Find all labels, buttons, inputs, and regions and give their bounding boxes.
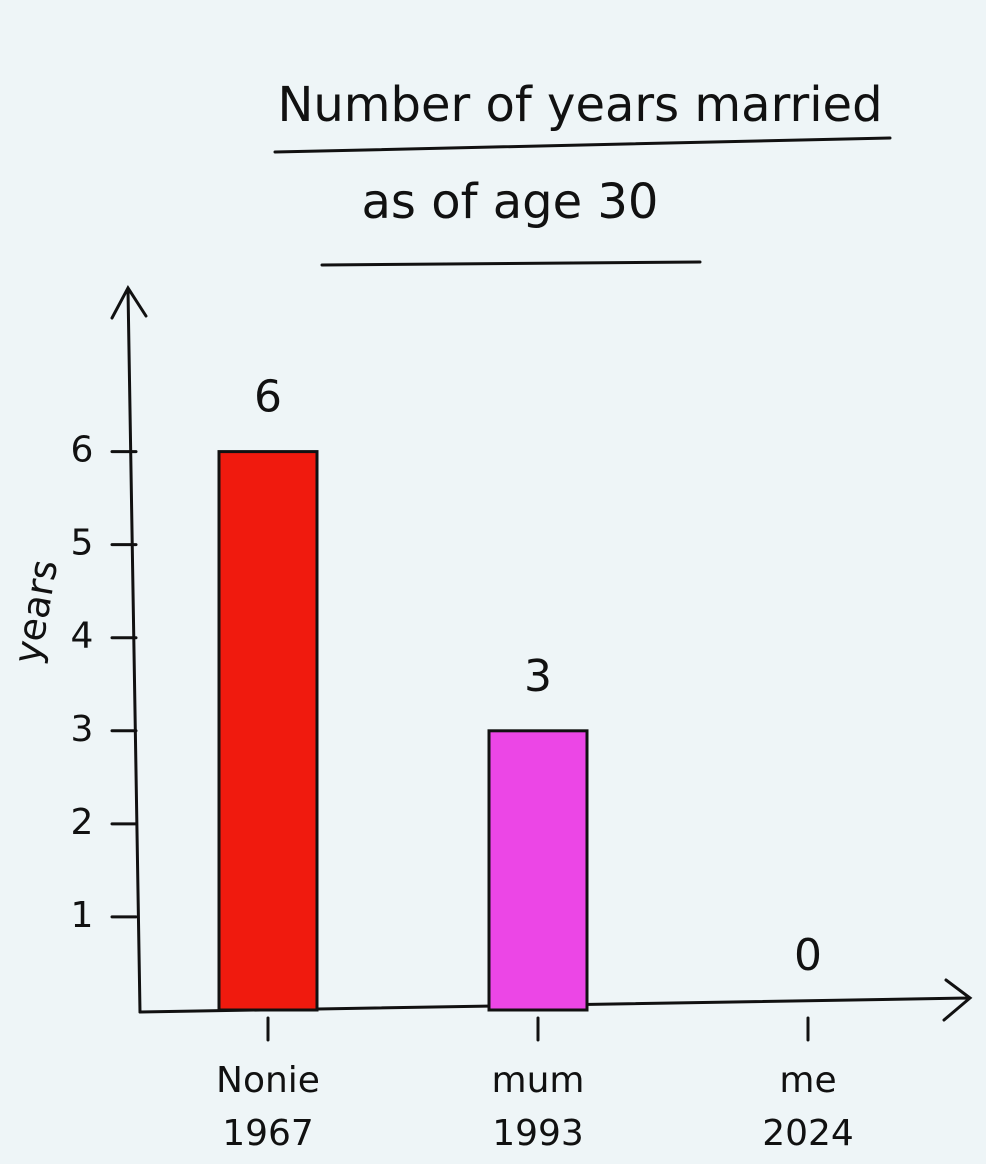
y-tick-label: 4 bbox=[71, 616, 94, 657]
value-label: 3 bbox=[524, 651, 552, 702]
y-tick-label: 3 bbox=[71, 709, 94, 750]
x-tick-label: Nonie bbox=[216, 1060, 320, 1101]
chart-title: as of age 30 bbox=[362, 174, 659, 230]
value-label: 6 bbox=[254, 372, 282, 423]
y-tick-label: 2 bbox=[71, 802, 94, 843]
bar bbox=[217, 450, 319, 1012]
y-axis bbox=[110, 285, 148, 1014]
value-label: 0 bbox=[794, 930, 822, 981]
title-underline bbox=[273, 136, 892, 154]
x-tick-label: me bbox=[779, 1060, 836, 1101]
chart-title: Number of years married bbox=[277, 77, 882, 133]
y-tick-label: 6 bbox=[71, 430, 94, 471]
x-tick-label: 2024 bbox=[762, 1113, 854, 1154]
y-tick-label: 1 bbox=[71, 895, 94, 936]
x-tick-label: 1967 bbox=[222, 1113, 314, 1154]
y-tick-label: 5 bbox=[71, 523, 94, 564]
x-tick-label: 1993 bbox=[492, 1113, 584, 1154]
x-tick-label: mum bbox=[492, 1060, 585, 1101]
bar bbox=[487, 729, 589, 1012]
title-underline bbox=[320, 260, 702, 267]
